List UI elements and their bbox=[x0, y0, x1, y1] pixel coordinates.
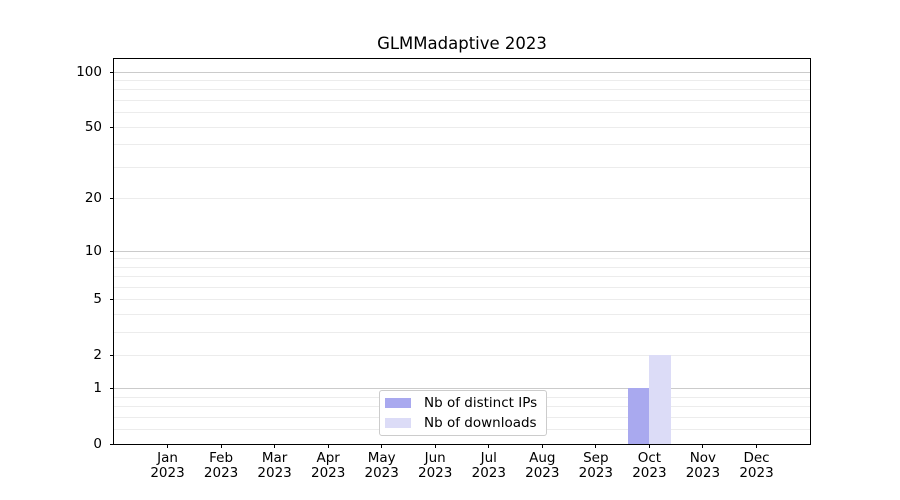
x-tick-label-year: 2023 bbox=[418, 465, 453, 481]
legend-label-distinct-ips: Nb of distinct IPs bbox=[424, 395, 538, 412]
x-tick-label: Jun 2023 bbox=[405, 451, 465, 481]
y-gridline-major bbox=[114, 388, 810, 390]
x-axis-tick bbox=[434, 444, 436, 448]
y-gridline-minor bbox=[114, 112, 810, 114]
x-axis-tick bbox=[595, 444, 597, 448]
y-axis-tick bbox=[110, 126, 114, 128]
x-tick-label-year: 2023 bbox=[632, 465, 667, 481]
x-tick-label-year: 2023 bbox=[578, 465, 613, 481]
legend-entry-downloads: Nb of downloads bbox=[385, 414, 541, 432]
x-axis-tick bbox=[220, 444, 222, 448]
y-axis-tick bbox=[110, 444, 114, 445]
x-tick-label: Oct 2023 bbox=[619, 451, 679, 481]
x-axis-tick bbox=[327, 444, 329, 448]
x-tick-label: May 2023 bbox=[352, 451, 412, 481]
bar-nb-of-distinct-ips-oct bbox=[628, 388, 650, 444]
x-axis-tick bbox=[541, 444, 543, 448]
x-tick-label: Feb 2023 bbox=[191, 451, 251, 481]
y-gridline-minor bbox=[114, 89, 810, 91]
x-tick-label-month: May bbox=[367, 450, 396, 466]
x-tick-label: Sep 2023 bbox=[566, 451, 626, 481]
x-tick-label-month: Feb bbox=[209, 450, 234, 466]
x-tick-label-month: Oct bbox=[637, 450, 662, 466]
y-gridline-minor bbox=[114, 80, 810, 81]
x-tick-label-year: 2023 bbox=[525, 465, 560, 481]
bars-layer bbox=[114, 59, 810, 444]
y-axis-tick bbox=[110, 388, 114, 390]
y-gridline-minor bbox=[114, 287, 810, 288]
legend-swatch-downloads bbox=[385, 417, 411, 428]
x-axis-tick bbox=[381, 444, 383, 448]
x-axis-tick bbox=[488, 444, 490, 448]
x-tick-label: Apr 2023 bbox=[298, 451, 358, 481]
y-tick-label: 50 bbox=[84, 118, 102, 135]
x-tick-label-month: Jun bbox=[424, 450, 446, 466]
y-gridline-major bbox=[114, 250, 810, 252]
y-tick-label: 100 bbox=[76, 63, 102, 80]
y-gridline-minor bbox=[114, 266, 810, 268]
x-tick-label-month: Jul bbox=[480, 450, 497, 466]
y-gridline-minor bbox=[114, 100, 810, 101]
x-tick-label-month: Dec bbox=[743, 450, 770, 466]
x-tick-label: Aug 2023 bbox=[512, 451, 572, 481]
x-tick-label-month: Mar bbox=[261, 450, 288, 466]
x-tick-label-month: Sep bbox=[583, 450, 609, 466]
legend-label-downloads: Nb of downloads bbox=[424, 414, 537, 431]
bar-nb-of-downloads-oct bbox=[649, 355, 671, 444]
y-tick-label: 20 bbox=[84, 190, 102, 207]
y-gridline-minor bbox=[114, 144, 810, 146]
y-tick-label: 2 bbox=[93, 347, 102, 364]
plot-area: 0 1 2 5 10 20 50 100 Jan 2023 Feb 2023 Mar 2023 Apr 202… bbox=[76, 58, 811, 481]
y-axis-tick bbox=[110, 71, 114, 73]
x-axis-tick bbox=[702, 444, 704, 448]
y-axis-tick bbox=[110, 355, 114, 357]
x-tick-label-month: Aug bbox=[529, 450, 556, 466]
x-tick-label: Jan 2023 bbox=[138, 451, 198, 481]
x-axis-tick bbox=[648, 444, 650, 448]
x-tick-label-month: Apr bbox=[316, 450, 340, 466]
x-tick-label-year: 2023 bbox=[739, 465, 774, 481]
x-tick-label-year: 2023 bbox=[311, 465, 346, 481]
x-tick-label-year: 2023 bbox=[150, 465, 185, 481]
y-tick-label: 1 bbox=[93, 380, 102, 397]
y-gridline-minor bbox=[114, 126, 810, 128]
y-gridline-minor bbox=[114, 276, 810, 278]
x-tick-label-year: 2023 bbox=[471, 465, 506, 481]
chart-title: GLMMadaptive 2023 bbox=[377, 34, 547, 53]
y-gridline-minor bbox=[114, 332, 810, 334]
y-axis-tick bbox=[110, 299, 114, 301]
x-tick-label: Nov 2023 bbox=[673, 451, 733, 481]
x-tick-label: Jul 2023 bbox=[459, 451, 519, 481]
y-gridline-major bbox=[114, 71, 810, 73]
x-tick-label-month: Nov bbox=[689, 450, 717, 466]
legend-swatch-distinct-ips bbox=[385, 398, 411, 409]
x-axis-tick bbox=[167, 444, 168, 448]
y-gridline-minor bbox=[114, 166, 810, 168]
y-gridline-minor bbox=[114, 258, 810, 260]
x-axis-tick bbox=[274, 444, 276, 448]
y-axis-tick bbox=[110, 198, 114, 200]
x-tick-label: Dec 2023 bbox=[727, 451, 787, 481]
x-tick-label: Mar 2023 bbox=[245, 451, 305, 481]
x-tick-label-year: 2023 bbox=[203, 465, 239, 481]
y-gridline-minor bbox=[114, 355, 810, 357]
legend-entry-distinct-ips: Nb of distinct IPs bbox=[385, 394, 541, 412]
x-axis-tick bbox=[756, 444, 757, 448]
x-tick-label-year: 2023 bbox=[364, 465, 399, 481]
axis-ticks-layer: 0 1 2 5 10 20 50 100 Jan 2023 Feb 2023 Mar 2023 Apr 202… bbox=[76, 59, 810, 481]
y-axis-tick bbox=[110, 250, 114, 252]
y-gridline-minor bbox=[114, 299, 810, 301]
y-gridline-minor bbox=[114, 198, 810, 200]
y-tick-label: 5 bbox=[93, 291, 102, 308]
x-tick-label-year: 2023 bbox=[257, 465, 292, 481]
y-tick-label: 10 bbox=[84, 242, 102, 259]
legend-box: Nb of distinct IPs Nb of downloads bbox=[379, 390, 547, 436]
y-tick-label: 0 bbox=[93, 436, 102, 452]
y-gridline-minor bbox=[114, 314, 810, 316]
x-tick-label-year: 2023 bbox=[685, 465, 721, 481]
x-tick-label-month: Jan bbox=[157, 450, 178, 466]
